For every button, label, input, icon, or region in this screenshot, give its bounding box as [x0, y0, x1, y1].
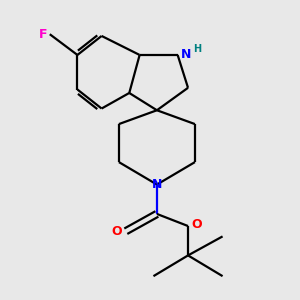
Text: O: O [191, 218, 202, 231]
Text: O: O [112, 225, 122, 238]
Text: H: H [194, 44, 202, 54]
Text: N: N [180, 49, 191, 62]
Text: F: F [38, 28, 47, 41]
Text: N: N [152, 178, 162, 191]
